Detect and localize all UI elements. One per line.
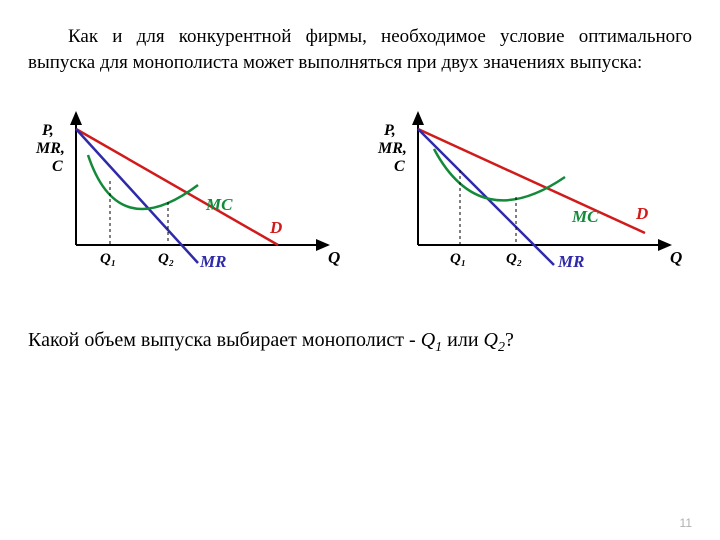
svg-text:D: D: [635, 204, 648, 223]
svg-text:Q: Q: [670, 248, 682, 267]
svg-text:MR: MR: [557, 252, 584, 271]
svg-text:MR: MR: [199, 252, 226, 271]
charts-row: MCDMRQQ₁Q₂P,MR,C MCDMRQQ₁Q₂P,MR,C: [28, 105, 692, 290]
svg-text:MC: MC: [571, 207, 599, 226]
svg-text:Q: Q: [328, 248, 340, 267]
svg-text:P,: P,: [383, 122, 396, 139]
q2-symbol: Q2: [484, 329, 505, 351]
q1-symbol: Q1: [421, 329, 442, 351]
svg-text:Q₂: Q₂: [506, 251, 522, 267]
chart-left: MC D MR Q Q₁ Q₂ P,MR,C: [28, 105, 350, 290]
question-prefix: Какой объем выпуска выбирает монополист …: [28, 329, 421, 351]
svg-text:MR,: MR,: [35, 140, 65, 157]
svg-text:P,: P,: [41, 122, 54, 139]
svg-text:C: C: [52, 158, 63, 175]
question-suffix: ?: [505, 329, 514, 351]
question-paragraph: Какой объем выпуска выбирает монополист …: [28, 326, 692, 358]
svg-text:MC: MC: [205, 195, 233, 214]
svg-text:MR,: MR,: [377, 140, 407, 157]
chart-right: MC D MR Q Q₁ Q₂ P,MR,C: [370, 105, 692, 290]
svg-text:D: D: [269, 218, 282, 237]
svg-text:Q₂: Q₂: [158, 251, 174, 267]
svg-text:Q₁: Q₁: [450, 251, 466, 267]
svg-text:Q₁: Q₁: [100, 251, 116, 267]
svg-text:C: C: [394, 158, 405, 175]
page-number: 11: [680, 516, 692, 530]
intro-paragraph: Как и для конкурентной фирмы, необходимо…: [28, 24, 692, 75]
question-mid: или: [442, 329, 483, 351]
